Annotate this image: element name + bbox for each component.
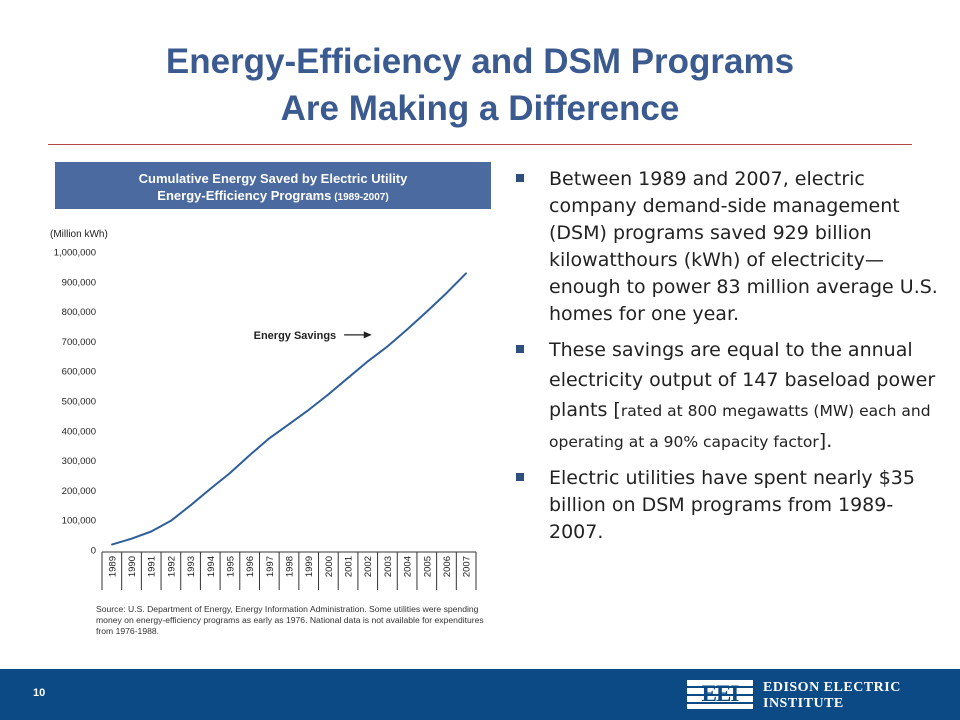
chart-title-years: (1989-2007) [331,192,389,203]
data-point [366,360,369,363]
data-point [130,537,133,540]
y-tick-label: 1,000,000 [54,248,96,259]
data-point [111,543,113,546]
x-tick-label: 1998 [285,556,296,577]
y-tick-label: 200,000 [62,486,96,497]
data-point [268,437,271,440]
x-tick-label: 1996 [245,556,256,577]
x-tick-label: 1989 [107,556,118,577]
data-point [170,519,172,522]
x-tick-label: 1994 [206,556,217,577]
x-tick-label: 1995 [225,556,236,577]
y-tick-label: 800,000 [62,307,96,318]
organization-name-line-2: INSTITUTE [763,696,844,711]
slide-title: Energy-Efficiency and DSM Programs Are M… [0,38,960,132]
x-tick-label: 2002 [363,556,374,577]
data-point [347,376,349,379]
energy-savings-line-chart: (Million kWh) 0 100,000 200,000 300,000 400,0… [50,229,477,590]
logo-stripe [687,686,753,688]
logo-stripe [687,694,753,696]
eei-logo: EEI [687,680,753,709]
bullet-text: Between 1989 and 2007, electric company … [549,168,938,325]
y-tick-label: 400,000 [62,426,96,437]
data-point [288,423,290,426]
annotation-arrow-head [363,331,372,339]
footer-bar: 10 EEI EDISON ELECTRIC INSTITUTE [0,669,960,720]
y-tick-label: 100,000 [62,516,96,527]
x-tick-label: 1997 [265,556,276,577]
bullet-item-spending: Electric utilities have spent nearly $35… [515,465,945,546]
chart-title-line-2: Energy-Efficiency Programs (1989-2007) [55,188,491,203]
data-point [307,409,310,411]
x-tick-label: 1992 [166,556,177,577]
bullet-marker [516,174,524,182]
data-point [465,272,467,274]
data-point [150,530,153,533]
x-tick-label: 2003 [383,556,394,577]
data-point [445,292,448,294]
x-tick-label: 2006 [442,556,453,577]
x-tick-label: 1993 [186,556,197,577]
data-point [248,454,251,457]
chart-title-banner: Cumulative Energy Saved by Electric Util… [55,162,491,209]
bullet-marker [516,473,524,481]
bullet-text-detail: rated at 800 megawatts (MW) each and ope… [549,402,931,451]
x-tick-label: 2001 [344,556,355,577]
y-tick-label: 300,000 [62,456,96,467]
logo-letters: EEI [701,681,740,706]
data-point [229,472,231,474]
data-point [209,488,212,490]
energy-savings-annotation: Energy Savings [254,330,337,342]
bullet-item-power-plants: These savings are equal to the annual el… [515,335,945,457]
bullet-text-end: ]. [818,430,833,452]
bullet-text: Electric utilities have spent nearly $35… [549,467,915,543]
data-point [189,504,192,507]
y-tick-label: 600,000 [62,367,96,378]
bullet-list: Between 1989 and 2007, electric company … [515,166,945,546]
data-point [386,345,389,348]
y-axis-label: (Million kWh) [50,229,108,240]
x-tick-label: 1991 [147,556,158,577]
data-point [425,310,428,313]
x-tick-label: 2005 [422,556,433,577]
title-divider [48,144,912,145]
bullet-text-main: These savings are equal to the annual el… [549,339,936,421]
x-tick-label: 2004 [403,556,414,577]
page-number: 10 [33,687,46,699]
data-point [406,328,408,331]
x-tick-label: 1990 [127,556,138,577]
y-tick-label: 700,000 [62,337,96,348]
data-point [327,393,330,396]
x-tick-label: 2000 [324,556,335,577]
title-line-1: Energy-Efficiency and DSM Programs [165,42,795,81]
y-tick-label: 500,000 [62,397,96,408]
chart-source-note: Source: U.S. Department of Energy, Energ… [96,604,484,636]
y-tick-label: 900,000 [62,277,96,288]
chart-title-line-1: Cumulative Energy Saved by Electric Util… [138,171,408,186]
organization-name-line-1: EDISON ELECTRIC [763,680,901,695]
bullet-item-dsm-savings: Between 1989 and 2007, electric company … [515,166,945,328]
chart-title-main: Energy-Efficiency Programs [157,188,332,203]
logo-stripe [687,702,753,704]
organization-name: EDISON ELECTRIC INSTITUTE [763,680,901,712]
x-tick-label: 2007 [462,556,473,577]
bullet-marker [516,345,524,353]
title-line-2: Are Making a Difference [280,89,680,128]
series-line-energy-savings [111,272,467,546]
y-tick-label: 0 [91,546,96,557]
x-tick-label: 1999 [304,556,315,577]
bullet-text: These savings are equal to the annual el… [549,339,935,452]
